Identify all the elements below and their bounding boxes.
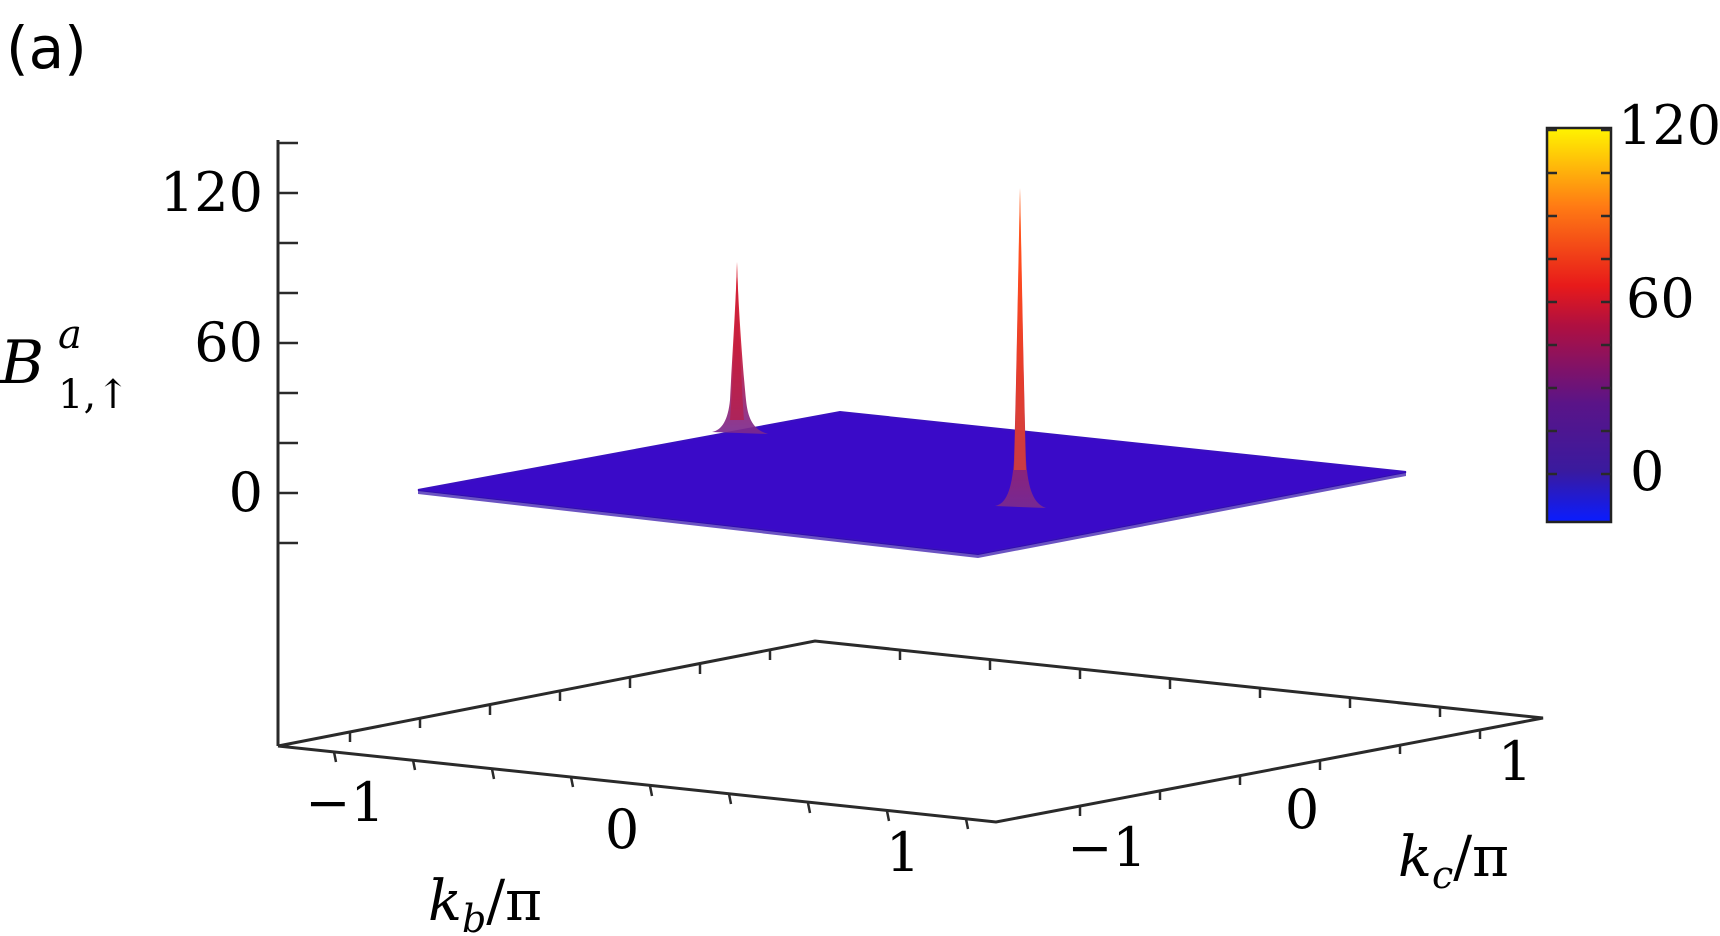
peak-right: [995, 188, 1046, 508]
y-tick-label: 0: [1285, 778, 1319, 841]
svg-text:B: B: [0, 328, 44, 398]
y-axis-ticks: −1 0 1: [1067, 730, 1532, 879]
peak-left: [712, 262, 768, 434]
z-axis: 120 60 0: [160, 140, 298, 746]
svg-text:1,↑: 1,↑: [58, 372, 130, 418]
colorbar-tick-label: 120: [1618, 94, 1720, 157]
x-tick-label: −1: [305, 771, 385, 834]
svg-text:kb/π: kb/π: [428, 869, 542, 936]
x-tick-label: 0: [605, 798, 639, 861]
svg-text:kc/π: kc/π: [1398, 825, 1509, 897]
floor-axes: [277, 639, 1544, 830]
y-tick-label: 1: [1498, 730, 1532, 793]
x-axis-label: kb/π: [428, 869, 542, 936]
colorbar-tick-label: 60: [1626, 267, 1695, 330]
z-tick-label: 60: [194, 311, 263, 374]
x-tick-label: 1: [886, 821, 920, 884]
surface-plane: [417, 410, 1407, 556]
y-axis-label: kc/π: [1398, 825, 1509, 897]
z-axis-label: B a 1,↑: [0, 312, 130, 418]
y-tick-label: −1: [1067, 816, 1147, 879]
surface: [417, 188, 1407, 558]
colorbar: 120 60 0: [1545, 94, 1720, 524]
z-tick-label: 120: [160, 161, 263, 224]
panel-label: (a): [6, 14, 87, 82]
z-tick-label: 0: [229, 461, 263, 524]
colorbar-tick-label: 0: [1630, 440, 1664, 503]
svg-text:a: a: [58, 312, 82, 358]
colorbar-gradient: [1545, 126, 1613, 524]
x-axis-ticks: −1 0 1: [305, 771, 920, 884]
